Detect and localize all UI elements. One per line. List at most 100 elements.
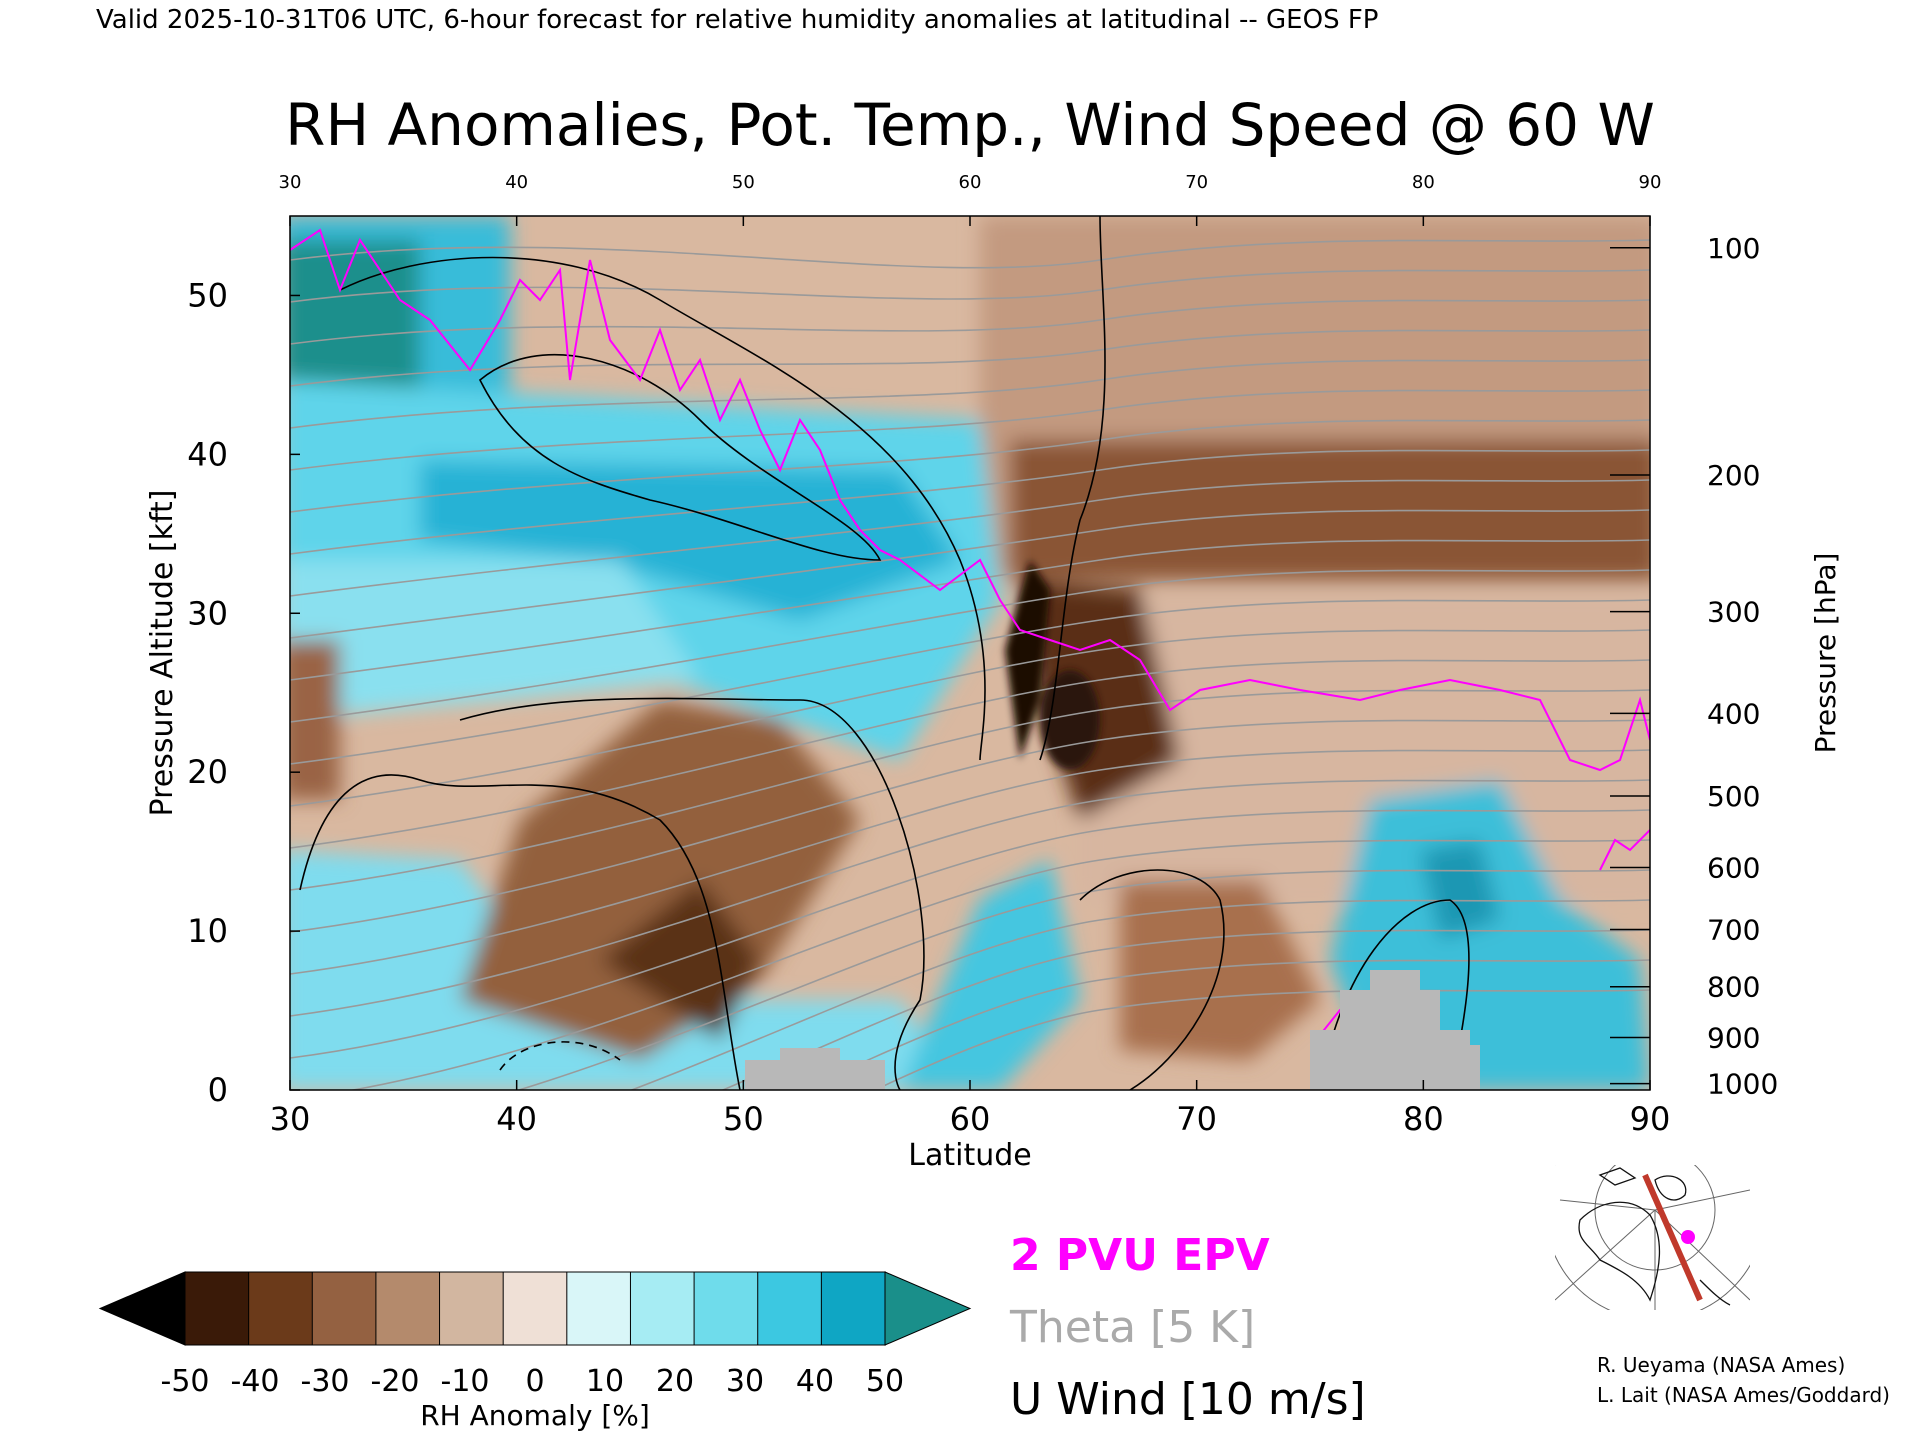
colorbar-over-arrow	[884, 1271, 972, 1346]
wind-contour-30	[339, 256, 986, 761]
theta-line	[290, 449, 1650, 555]
valid-line: Valid 2025-10-31T06 UTC, 6-hour forecast…	[96, 5, 1378, 35]
colorbar-swatch	[248, 1271, 314, 1346]
x-axis-label: Latitude	[908, 1138, 1031, 1173]
x-tick-label: 30	[270, 1100, 311, 1138]
pressure-tick-label: 300	[1707, 596, 1760, 629]
legend-uwind: U Wind [10 m/s]	[1010, 1374, 1366, 1425]
theta-contours	[290, 239, 1650, 1090]
theta-line	[800, 959, 1650, 1090]
pressure-tick-label: 100	[1707, 232, 1760, 265]
colorbar-swatch	[629, 1271, 696, 1346]
wind-contour-10-lower	[459, 697, 925, 1090]
colorbar: -50 -40 -30 -20 -10 0 10 20 30 40 50	[98, 1271, 972, 1399]
section-marker	[1681, 1230, 1695, 1244]
pressure-tick-label: 700	[1707, 914, 1760, 947]
theta-line	[290, 719, 1650, 933]
theta-line	[290, 269, 1650, 303]
x-tick-label: 50	[723, 1100, 764, 1138]
x-tick-label: 90	[1630, 1100, 1671, 1138]
x-tick-label: 40	[496, 1100, 537, 1138]
theta-line	[290, 539, 1650, 681]
pressure-tick-label: 1000	[1707, 1068, 1778, 1101]
colorbar-tick-label: 20	[656, 1364, 694, 1399]
colorbar-swatch	[439, 1271, 505, 1346]
wind-contour-10-upper	[1039, 216, 1106, 761]
x-tick-label-top: 80	[1412, 172, 1435, 193]
tropopause-fold-core	[1005, 560, 1100, 770]
colorbar-tick-label: 30	[726, 1364, 764, 1399]
wind-contour-50	[479, 353, 882, 561]
colorbar-tick-label: -20	[371, 1364, 420, 1399]
theta-line	[290, 779, 1650, 1017]
colorbar-tick-label: -10	[441, 1364, 490, 1399]
theta-line	[629, 899, 1650, 1090]
y-tick-label: 20	[187, 753, 228, 791]
y-tick-label: 40	[187, 435, 228, 473]
pressure-tick-label: 200	[1707, 459, 1760, 492]
topography	[745, 970, 1480, 1090]
legend-theta: Theta [5 K]	[1009, 1302, 1255, 1353]
x-axis: 30 30 40 40 50 50 60 60 70 70 80 80 90 90	[270, 172, 1671, 1138]
x-tick-label: 80	[1403, 1100, 1444, 1138]
y-tick-label: 50	[187, 276, 228, 314]
section-line	[1642, 1173, 1703, 1302]
wind-contour-0-south	[299, 774, 741, 1090]
colorbar-tick-label: 0	[525, 1364, 544, 1399]
y-tick-label: 30	[187, 594, 228, 632]
colorbar-tick-label: -40	[231, 1364, 280, 1399]
x-tick-label: 70	[1176, 1100, 1217, 1138]
theta-line	[290, 629, 1650, 807]
pvu-line-north	[1599, 829, 1650, 871]
x-tick-label-top: 30	[279, 172, 302, 193]
colorbar-swatch	[311, 1271, 377, 1346]
theta-line	[290, 419, 1650, 513]
theta-line	[290, 359, 1650, 429]
theta-line	[290, 749, 1650, 975]
theta-line	[720, 929, 1650, 1090]
pressure-tick-label: 500	[1707, 780, 1760, 813]
colorbar-under-arrow	[98, 1271, 186, 1346]
colorbar-swatch	[184, 1271, 250, 1346]
colorbar-swatch	[502, 1271, 568, 1346]
pressure-tick-label: 900	[1707, 1022, 1760, 1055]
theta-line	[290, 659, 1650, 849]
theta-line	[290, 599, 1650, 765]
theta-line	[290, 809, 1650, 1059]
theta-line	[290, 329, 1650, 387]
theta-line	[290, 689, 1650, 891]
colorbar-tick-label: 10	[586, 1364, 624, 1399]
theta-line	[290, 509, 1650, 639]
y-axis-left: 0 10 20 30 40 50	[187, 276, 300, 1109]
colorbar-swatch	[375, 1271, 441, 1346]
y-axis-right-label: Pressure [hPa]	[1809, 553, 1842, 754]
y-axis-label: Pressure Altitude [kft]	[145, 490, 180, 817]
x-tick-label-top: 50	[732, 172, 755, 193]
colorbar-swatch	[693, 1271, 759, 1346]
y-tick-label: 10	[187, 912, 228, 950]
pressure-tick-label: 400	[1707, 697, 1760, 730]
y-axis-right: 100 200 300 400 500 600 700 800 900 1000	[1610, 232, 1778, 1101]
colorbar-swatch	[820, 1271, 887, 1346]
theta-line	[290, 569, 1650, 723]
wind-contour-0-mid	[1079, 869, 1225, 1090]
plot-area	[290, 216, 1650, 1090]
pressure-tick-label: 800	[1707, 971, 1760, 1004]
chart-title: RH Anomalies, Pot. Temp., Wind Speed @ 6…	[285, 91, 1655, 159]
x-tick-label-top: 70	[1185, 172, 1208, 193]
colorbar-tick-label: -30	[301, 1364, 350, 1399]
theta-line	[290, 389, 1650, 471]
colorbar-tick-label: -50	[161, 1364, 210, 1399]
theta-line	[349, 839, 1650, 1090]
colorbar-swatch	[757, 1271, 823, 1346]
x-tick-label: 60	[950, 1100, 991, 1138]
colorbar-tick-label: 40	[796, 1364, 834, 1399]
rh-anomaly-field	[290, 216, 1650, 1090]
theta-line	[516, 869, 1650, 1090]
wind-contour-neg10	[499, 1041, 621, 1071]
x-tick-label-top: 60	[959, 172, 982, 193]
legend-pvu: 2 PVU EPV	[1010, 1230, 1270, 1281]
y-tick-label: 0	[208, 1071, 228, 1109]
x-tick-label-top: 40	[505, 172, 528, 193]
